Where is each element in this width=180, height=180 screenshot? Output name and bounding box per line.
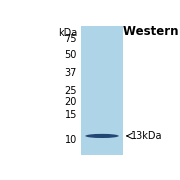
Text: Western Blot: Western Blot xyxy=(123,25,180,38)
Text: 50: 50 xyxy=(65,50,77,60)
Text: 75: 75 xyxy=(64,34,77,44)
Text: 20: 20 xyxy=(65,97,77,107)
Text: 37: 37 xyxy=(65,68,77,78)
Text: 25: 25 xyxy=(64,87,77,96)
Ellipse shape xyxy=(85,134,119,138)
Bar xyxy=(81,26,123,155)
Text: 10: 10 xyxy=(65,135,77,145)
Text: 13kDa: 13kDa xyxy=(131,131,163,141)
Text: 15: 15 xyxy=(65,110,77,120)
Text: kDa: kDa xyxy=(58,28,77,38)
